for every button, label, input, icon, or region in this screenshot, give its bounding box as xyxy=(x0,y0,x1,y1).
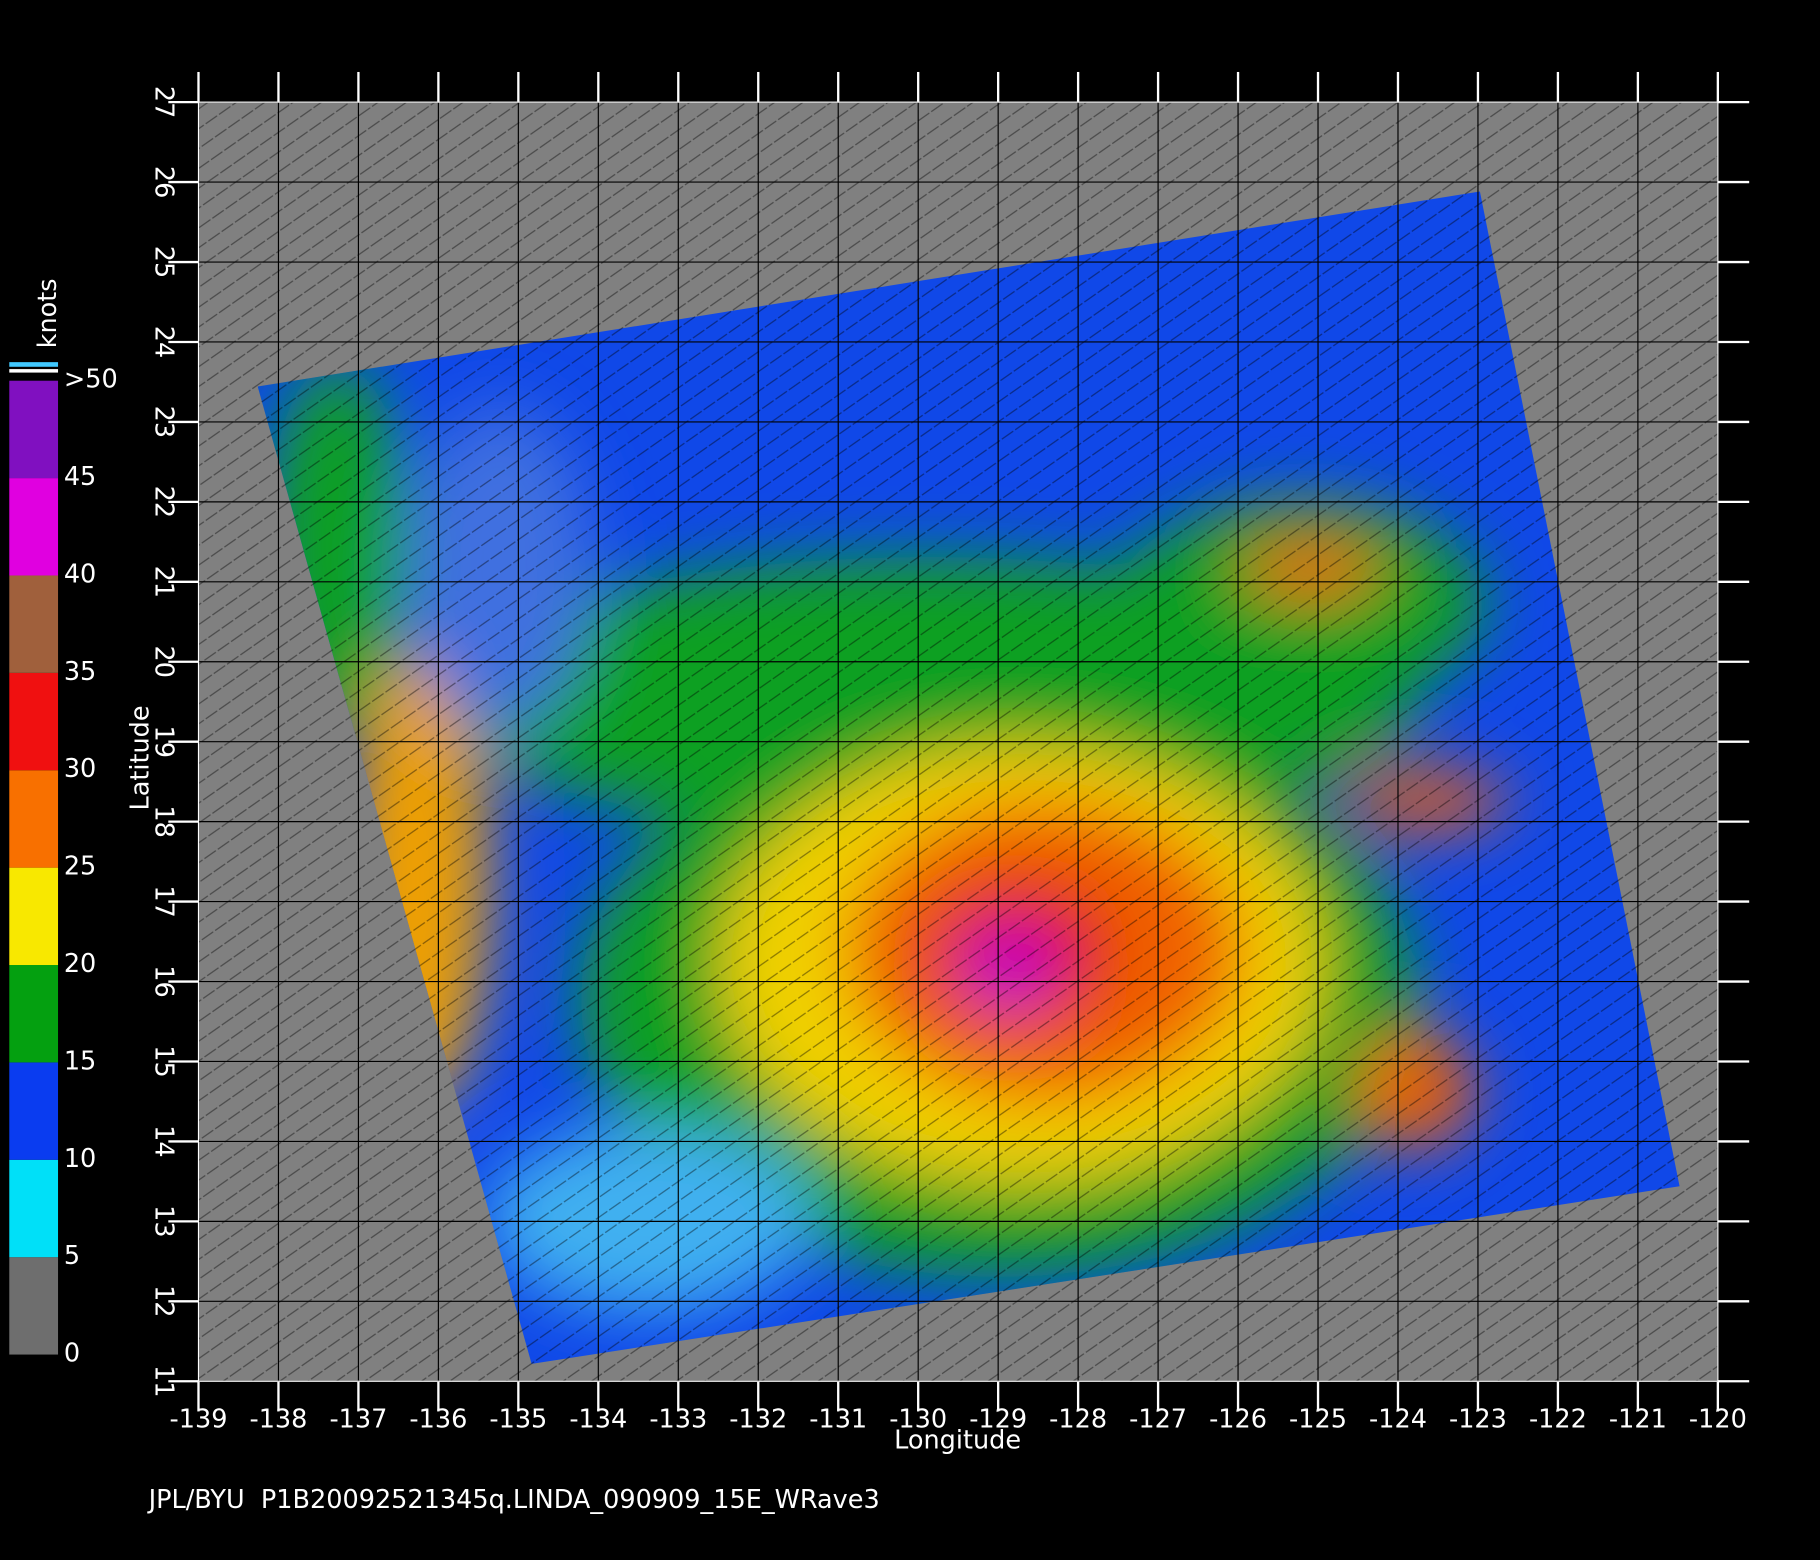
x-tick-label: -125 xyxy=(1289,1405,1347,1435)
colorbar-tick-label: 25 xyxy=(64,852,96,882)
y-tick-label: 20 xyxy=(149,646,179,678)
colorbar-tick-label: 45 xyxy=(64,462,96,492)
y-tick-label: 17 xyxy=(149,885,179,917)
colorbar-tick-label: >50 xyxy=(64,365,118,395)
colorbar-segment xyxy=(9,575,59,673)
y-tick-label: 14 xyxy=(149,1125,179,1157)
x-tick-label: -135 xyxy=(489,1405,547,1435)
x-tick-label: -130 xyxy=(889,1405,947,1435)
y-tick-label: 21 xyxy=(149,566,179,598)
x-tick-label: -127 xyxy=(1129,1405,1187,1435)
x-tick-label: -126 xyxy=(1209,1405,1267,1435)
wind-swath xyxy=(257,191,1680,1364)
colorbar-cap xyxy=(9,369,59,373)
colorbar-cap xyxy=(9,362,59,367)
x-tick-label: -138 xyxy=(249,1405,307,1435)
colorbar-tick-label: 15 xyxy=(64,1046,96,1076)
y-tick-label: 12 xyxy=(149,1285,179,1317)
colorbar-segment xyxy=(9,380,59,479)
colorbar-title: knots xyxy=(33,278,63,348)
y-tick-label: 18 xyxy=(149,805,179,837)
y-tick-label: 11 xyxy=(149,1365,179,1397)
colorbar-segment xyxy=(9,1257,59,1355)
colorbar-segment xyxy=(9,478,59,576)
y-tick-label: 24 xyxy=(149,326,179,358)
colorbar-tick-label: 40 xyxy=(64,559,96,589)
colorbar-segment xyxy=(9,672,59,771)
y-tick-label: 22 xyxy=(149,486,179,518)
y-tick-label: 23 xyxy=(149,406,179,438)
colorbar-segment xyxy=(9,965,59,1063)
x-tick-label: -139 xyxy=(170,1405,228,1435)
y-axis-label: Latitude xyxy=(126,705,156,810)
y-tick-label: 25 xyxy=(149,246,179,278)
x-tick-label: -120 xyxy=(1689,1405,1747,1435)
colorbar-tick-label: 5 xyxy=(64,1241,80,1271)
x-tick-label: -124 xyxy=(1369,1405,1427,1435)
x-tick-label: -132 xyxy=(729,1405,787,1435)
x-tick-label: -123 xyxy=(1449,1405,1507,1435)
y-tick-label: 19 xyxy=(149,725,179,757)
footer: JPL/BYU P1B20092521345q.LINDA_090909_15E… xyxy=(147,1485,880,1515)
colorbar-tick-label: 10 xyxy=(64,1144,96,1174)
y-tick-label: 16 xyxy=(149,965,179,997)
x-tick-label: -137 xyxy=(329,1405,387,1435)
x-tick-label: -131 xyxy=(809,1405,867,1435)
x-axis-label: Longitude xyxy=(894,1426,1021,1456)
colorbar-tick-label: 35 xyxy=(64,657,96,687)
y-tick-label: 15 xyxy=(149,1045,179,1077)
colorbar-tick-label: 20 xyxy=(64,949,96,979)
colorbar-segment xyxy=(9,867,59,966)
colorbar-tick-label: 0 xyxy=(64,1339,80,1369)
colorbar-tick-label: 30 xyxy=(64,754,96,784)
x-tick-label: -128 xyxy=(1049,1405,1107,1435)
colorbar-segment xyxy=(9,1159,59,1258)
x-tick-label: -133 xyxy=(649,1405,707,1435)
x-tick-label: -136 xyxy=(409,1405,467,1435)
x-tick-label: -122 xyxy=(1529,1405,1587,1435)
plot-frame xyxy=(197,101,1719,1382)
colorbar-segment xyxy=(9,770,59,868)
y-tick-label: 27 xyxy=(149,86,179,118)
x-tick-label: -129 xyxy=(969,1405,1027,1435)
x-tick-label: -121 xyxy=(1609,1405,1667,1435)
y-tick-label: 13 xyxy=(149,1205,179,1237)
x-tick-label: -134 xyxy=(569,1405,627,1435)
y-tick-label: 26 xyxy=(149,166,179,198)
colorbar-segment xyxy=(9,1062,59,1160)
